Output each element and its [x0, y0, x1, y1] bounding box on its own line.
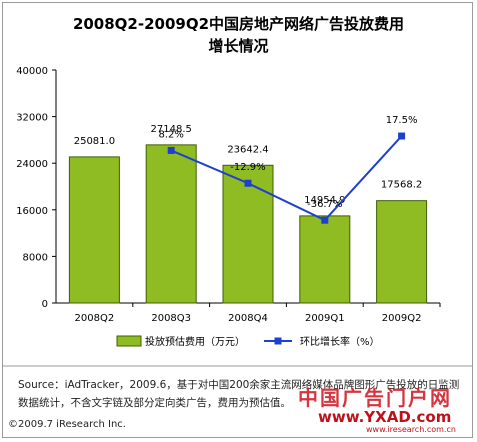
growth-rate-label: -12.9%: [230, 162, 265, 173]
y-tick-label: 24000: [16, 159, 48, 170]
bar: [299, 215, 351, 304]
growth-rate-point: [321, 216, 329, 224]
bar-value-label: 17568.2: [381, 180, 422, 191]
growth-rate-label: 8.2%: [158, 129, 183, 140]
y-tick-label: 0: [42, 299, 48, 310]
y-tick-label: 8000: [23, 252, 48, 263]
x-tick-label: 2008Q2: [75, 313, 115, 324]
bar-value-label: 23642.4: [227, 144, 268, 155]
y-tick-label: 40000: [16, 66, 48, 77]
watermark-logo-text: 中国广告门户网: [298, 386, 452, 410]
source-line-1: Source：iAdTracker，2009.6，基于对中国200余家主流网络媒…: [18, 379, 460, 391]
legend-line-label: 环比增长率（%）: [300, 335, 380, 348]
y-tick-label: 16000: [16, 206, 48, 217]
bar-value-label: 27148.5: [151, 124, 192, 135]
growth-rate-label: 17.5%: [386, 115, 418, 126]
legend-line-marker: [274, 337, 282, 345]
legend-bar-label: 投放预估费用（万元）: [145, 335, 245, 348]
bar: [222, 164, 274, 304]
watermark-url: www.YXAD.com: [318, 408, 452, 426]
growth-rate-line: [170, 135, 403, 222]
x-tick-label: 2008Q3: [151, 313, 191, 324]
bar: [68, 156, 120, 304]
copyright-footer: ©2009.7 iResearch Inc.: [8, 419, 126, 430]
growth-rate-point: [167, 146, 175, 154]
x-tick-label: 2009Q2: [382, 313, 422, 324]
bar-value-label: 14954.9: [304, 195, 345, 206]
legend-bar-swatch: [116, 335, 142, 347]
bar-value-label: 25081.0: [74, 136, 115, 147]
y-tick-label: 32000: [16, 113, 48, 124]
growth-rate-label: -36.7%: [307, 199, 342, 210]
growth-rate-point: [244, 179, 252, 187]
growth-rate-point: [398, 132, 406, 140]
watermark-url-small: www.iresearch.com.cn: [366, 425, 456, 434]
x-tick-label: 2008Q4: [228, 313, 268, 324]
chart-title-line1: 2008Q2-2009Q2中国房地产网络广告投放费用: [72, 15, 405, 33]
source-note: Source：iAdTracker，2009.6，基于对中国200余家主流网络媒…: [18, 376, 463, 412]
source-line-2: 数据统计，不含文字链及部分定向类广告，费用为预估值。: [18, 397, 291, 409]
chart-title-line2: 增长情况: [208, 37, 269, 55]
bar: [376, 200, 428, 304]
bar: [145, 144, 197, 304]
x-tick-label: 2009Q1: [305, 313, 345, 324]
